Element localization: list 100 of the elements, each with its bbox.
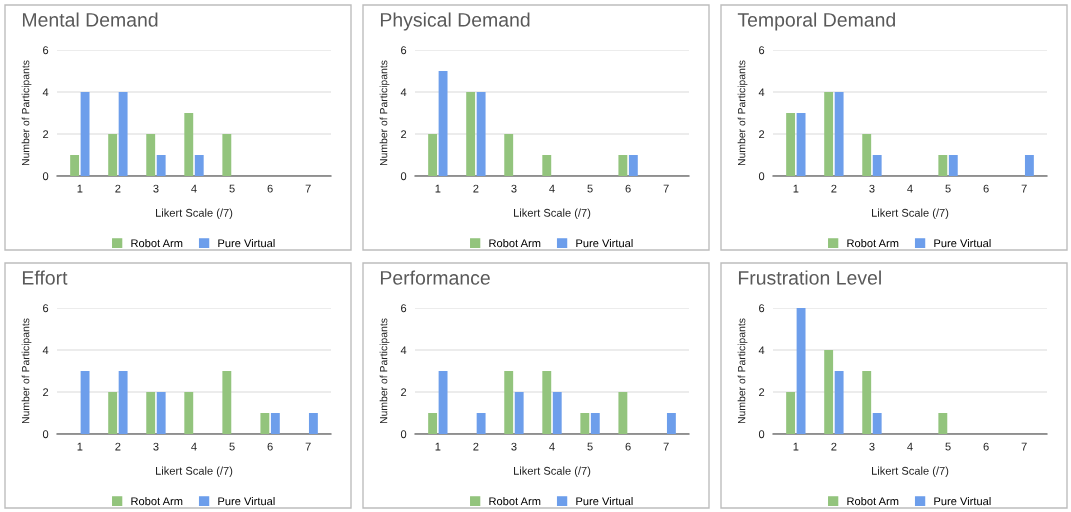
y-tick-label: 4: [758, 88, 765, 97]
bar: [542, 371, 552, 434]
y-tick-label: 4: [42, 346, 49, 355]
x-tick-label: 2: [115, 442, 121, 451]
x-axis-title: Likert Scale (/7): [872, 208, 949, 219]
bar: [872, 413, 882, 434]
y-tick-label: 6: [759, 46, 765, 55]
bar: [466, 92, 476, 176]
bar: [476, 92, 486, 176]
x-tick-label: 2: [473, 442, 479, 451]
legend-label: Pure Virtual: [576, 238, 633, 248]
chart-title: Performance: [380, 270, 490, 285]
bar: [872, 155, 882, 176]
x-tick-label: 4: [907, 442, 913, 451]
bar: [146, 134, 156, 176]
bar: [70, 155, 80, 176]
bar: [156, 155, 166, 176]
x-axis-title: Likert Scale (/7): [156, 208, 233, 219]
x-tick-label: 5: [587, 184, 593, 193]
x-axis-title: Likert Scale (/7): [156, 466, 233, 477]
x-tick-label: 3: [153, 184, 159, 193]
bar: [194, 155, 204, 176]
bar: [666, 413, 676, 434]
bar: [118, 371, 128, 434]
legend-label: Pure Virtual: [934, 496, 991, 506]
x-tick-label: 5: [945, 442, 951, 451]
y-tick-label: 6: [401, 304, 407, 313]
bar: [618, 392, 628, 434]
bar: [824, 350, 834, 434]
bar: [504, 371, 514, 434]
x-tick-label: 5: [945, 184, 951, 193]
y-axis-title: Number of Participants: [737, 60, 748, 166]
x-tick-label: 7: [663, 184, 669, 193]
x-tick-label: 3: [869, 442, 875, 451]
y-tick-label: 0: [42, 430, 49, 439]
chart-title: Physical Demand: [380, 12, 530, 31]
bar: [796, 308, 806, 434]
bar: [542, 155, 552, 176]
y-tick-label: 6: [401, 46, 407, 55]
bar: [80, 371, 90, 434]
bar: [786, 113, 796, 176]
x-tick-label: 1: [793, 442, 799, 451]
bar: [618, 155, 628, 176]
bar: [552, 392, 562, 434]
x-tick-label: 7: [305, 184, 311, 193]
y-axis-title: Number of Participants: [379, 60, 390, 166]
x-tick-label: 3: [511, 442, 517, 451]
legend-label: Robot Arm: [847, 238, 899, 248]
bar: [948, 155, 958, 176]
x-tick-label: 2: [831, 184, 837, 193]
y-axis-title: Number of Participants: [21, 318, 32, 424]
bar: [796, 113, 806, 176]
bar: [260, 413, 270, 434]
bar: [514, 392, 524, 434]
bar: [834, 371, 844, 434]
x-tick-label: 6: [983, 442, 989, 451]
x-tick-label: 5: [229, 184, 235, 193]
legend-label: Robot Arm: [489, 238, 541, 248]
bar: [428, 134, 438, 176]
x-tick-label: 6: [983, 184, 989, 193]
x-tick-label: 1: [77, 184, 83, 193]
x-tick-label: 1: [793, 184, 799, 193]
bar: [308, 413, 318, 434]
bar: [824, 92, 834, 176]
bar: [270, 413, 280, 434]
legend-label: Pure Virtual: [218, 238, 275, 248]
y-tick-label: 4: [42, 88, 49, 97]
x-tick-label: 7: [1021, 184, 1027, 193]
bar: [156, 392, 166, 434]
y-tick-label: 2: [401, 388, 407, 397]
legend-label: Robot Arm: [131, 496, 183, 506]
y-tick-label: 2: [759, 388, 765, 397]
bar: [222, 134, 232, 176]
x-axis-title: Likert Scale (/7): [514, 466, 591, 477]
bar: [504, 134, 514, 176]
legend-label: Pure Virtual: [934, 238, 991, 248]
bar: [938, 413, 948, 434]
x-tick-label: 3: [511, 184, 517, 193]
x-axis-title: Likert Scale (/7): [514, 208, 591, 219]
x-tick-label: 4: [549, 184, 555, 193]
bar: [184, 113, 194, 176]
chart-title: Effort: [22, 270, 68, 285]
y-tick-label: 4: [400, 346, 407, 355]
chart-title: Frustration Level: [738, 270, 881, 285]
bar: [428, 413, 438, 434]
y-tick-label: 4: [400, 88, 407, 97]
x-tick-label: 5: [229, 442, 235, 451]
y-tick-label: 6: [759, 304, 765, 313]
bar: [862, 134, 872, 176]
x-tick-label: 4: [549, 442, 555, 451]
bar: [590, 413, 600, 434]
y-tick-label: 0: [758, 430, 765, 439]
legend-label: Robot Arm: [131, 238, 183, 248]
bar: [628, 155, 638, 176]
x-tick-label: 3: [869, 184, 875, 193]
y-tick-label: 6: [43, 304, 49, 313]
x-tick-label: 1: [77, 442, 83, 451]
bar: [222, 371, 232, 434]
bar: [476, 413, 486, 434]
y-tick-label: 0: [400, 430, 407, 439]
